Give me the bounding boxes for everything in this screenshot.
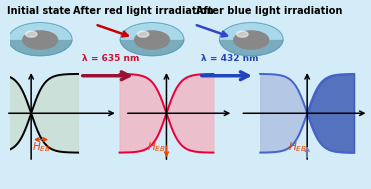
Circle shape — [120, 23, 184, 56]
Wedge shape — [9, 39, 72, 56]
Circle shape — [234, 31, 269, 49]
Circle shape — [23, 31, 58, 49]
Wedge shape — [120, 23, 184, 39]
Circle shape — [9, 23, 72, 56]
Circle shape — [26, 31, 37, 37]
Text: $H_{EB}$: $H_{EB}$ — [288, 140, 306, 154]
Text: λ = 432 nm: λ = 432 nm — [201, 54, 258, 63]
Text: $H_{EB}$: $H_{EB}$ — [32, 140, 51, 154]
Text: λ = 635 nm: λ = 635 nm — [82, 54, 139, 63]
Wedge shape — [120, 39, 184, 56]
Text: After blue light irradiation: After blue light irradiation — [196, 6, 342, 16]
Text: After red light irradiation: After red light irradiation — [73, 6, 213, 16]
Circle shape — [135, 31, 170, 49]
Circle shape — [220, 23, 283, 56]
Wedge shape — [220, 39, 283, 56]
Text: $H_{EB}$: $H_{EB}$ — [147, 140, 166, 154]
Circle shape — [137, 31, 149, 37]
Wedge shape — [220, 23, 283, 39]
Wedge shape — [9, 23, 72, 39]
Circle shape — [237, 31, 248, 37]
Text: Initial state: Initial state — [7, 6, 70, 16]
